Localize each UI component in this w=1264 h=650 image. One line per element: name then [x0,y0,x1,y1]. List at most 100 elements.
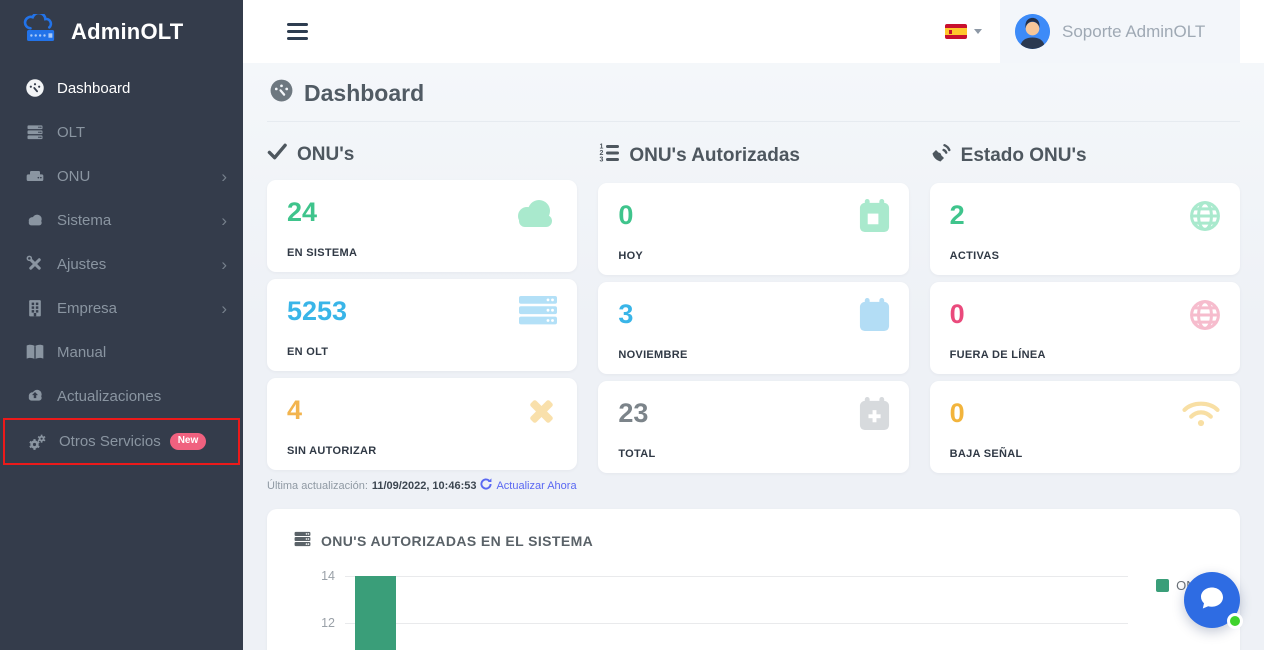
chart-header: ONU'S AUTORIZADAS EN EL SISTEMA [293,531,1214,550]
sidebar: AdminOLT Dashboard [0,0,243,650]
sidebar-item-onu[interactable]: ONU › [0,154,243,198]
stats-column-estado: Estado ONU's 2 ACTIVAS 0 [929,138,1240,493]
chart-y-axis: 14 12 10 [293,569,345,650]
wifi-icon [1180,397,1222,433]
sidebar-item-ajustes[interactable]: Ajustes › [0,242,243,286]
stat-value: 5253 [287,296,348,326]
stat-card-sin-autorizar: 4 SIN AUTORIZAR [267,378,578,470]
calendar-icon [858,298,891,338]
new-badge: New [169,433,207,450]
sidebar-item-dashboard[interactable]: Dashboard [0,66,243,110]
gauge-icon [22,78,48,98]
stat-card-fuera-de-linea: 0 FUERA DE LÍNEA [929,282,1240,374]
section-header: ONU's [267,142,577,167]
topbar: Soporte AdminOLT [243,0,1264,63]
sidebar-item-sistema[interactable]: Sistema › [0,198,243,242]
language-dropdown[interactable] [945,24,982,39]
sidebar-item-label: Dashboard [57,79,131,97]
sidebar-item-label: Empresa [57,299,118,317]
gauge-icon [269,78,294,108]
sidebar-item-manual[interactable]: Manual [0,330,243,374]
bar-onus [355,576,396,650]
section-title: ONU's Autorizadas [629,145,800,166]
chat-widget-button[interactable] [1184,572,1243,629]
stat-card-total: 23 TOTAL [598,381,909,473]
stats-column-onus: ONU's 24 EN SISTEMA 5253 EN OLT [267,138,578,493]
chevron-right-icon: › [221,210,227,230]
stat-card-en-sistema: 24 EN SISTEMA [267,180,578,272]
user-name: Soporte AdminOLT [1062,21,1206,41]
refresh-icon[interactable] [480,478,493,493]
brand-logo[interactable]: AdminOLT [0,0,243,64]
gridline [345,576,1128,577]
sidebar-item-label: Ajustes [57,255,107,273]
calendar-check-icon [858,199,891,239]
stat-label: HOY [618,250,644,262]
section-title: ONU's [297,143,355,165]
chevron-right-icon: › [221,298,227,318]
sidebar-item-label: ONU [57,167,91,185]
stat-card-en-olt: 5253 EN OLT [267,279,578,371]
last-update-prefix: Última actualización: [267,479,368,492]
chart-plot-area [345,576,1128,650]
user-menu[interactable]: Soporte AdminOLT [1000,0,1240,63]
stat-card-noviembre: 3 NOVIEMBRE [598,282,909,374]
server-icon [293,531,312,550]
calendar-plus-icon [858,397,891,437]
cross-icon [524,394,559,434]
main-area: Soporte AdminOLT Dashboard [243,0,1264,650]
sidebar-item-actualizaciones[interactable]: Actualizaciones [0,374,243,418]
stat-value: 2 [949,200,965,230]
chat-bubble-icon [1197,583,1227,618]
y-tick: 14 [321,569,335,583]
stat-value: 0 [618,200,634,230]
stat-label: TOTAL [618,448,656,460]
cloud-upload-icon [22,386,48,406]
stat-value: 3 [618,299,634,329]
section-title: Estado ONU's [960,145,1087,166]
sidebar-item-empresa[interactable]: Empresa › [0,286,243,330]
page-header: Dashboard [267,63,1240,122]
stat-label: ACTIVAS [949,250,1000,262]
stat-card-activas: 2 ACTIVAS [929,183,1240,275]
dashboard-content: Dashboard ONU's 24 EN SISTEMA [243,63,1264,650]
last-update-line: Última actualización: 11/09/2022, 10:46:… [267,478,577,493]
stat-value: 0 [949,299,965,329]
brand-cloud-router-icon [20,11,62,51]
sidebar-item-label: Manual [57,343,107,361]
sidebar-item-label: Otros Servicios [59,433,161,450]
stat-label: EN OLT [287,346,329,358]
server-icon [22,122,48,142]
sidebar-item-olt[interactable]: OLT [0,110,243,154]
building-icon [22,298,48,318]
hamburger-menu-icon[interactable] [287,20,308,44]
stat-label: EN SISTEMA [287,247,358,259]
sidebar-item-otros-servicios[interactable]: Otros Servicios New [3,418,240,465]
stat-label: NOVIEMBRE [618,349,688,361]
bar-chart: 14 12 10 ONU's [293,569,1214,650]
avatar [1015,14,1050,49]
chart-card: ONU'S AUTORIZADAS EN EL SISTEMA 14 12 10 [267,509,1240,650]
caret-down-icon [974,29,982,34]
stat-value: 24 [287,197,318,227]
refresh-now-link[interactable]: Actualizar Ahora [496,479,577,492]
stat-card-hoy: 0 HOY [598,183,909,275]
section-header: Estado ONU's [930,142,1240,170]
svg-text:2: 2 [600,150,604,157]
stat-label: SIN AUTORIZAR [287,445,377,457]
svg-text:3: 3 [600,157,604,164]
stat-value: 23 [618,398,649,428]
satellite-dish-icon [930,142,952,170]
globe-icon [1188,298,1222,337]
svg-text:1: 1 [600,144,604,151]
sidebar-item-label: Sistema [57,211,112,229]
stat-value: 4 [287,395,303,425]
y-tick: 12 [321,616,335,630]
server-stack-icon [517,295,559,331]
sidebar-nav: Dashboard OLT ONU [0,64,243,465]
stat-label: BAJA SEÑAL [949,448,1023,460]
brand-name: AdminOLT [71,19,184,44]
